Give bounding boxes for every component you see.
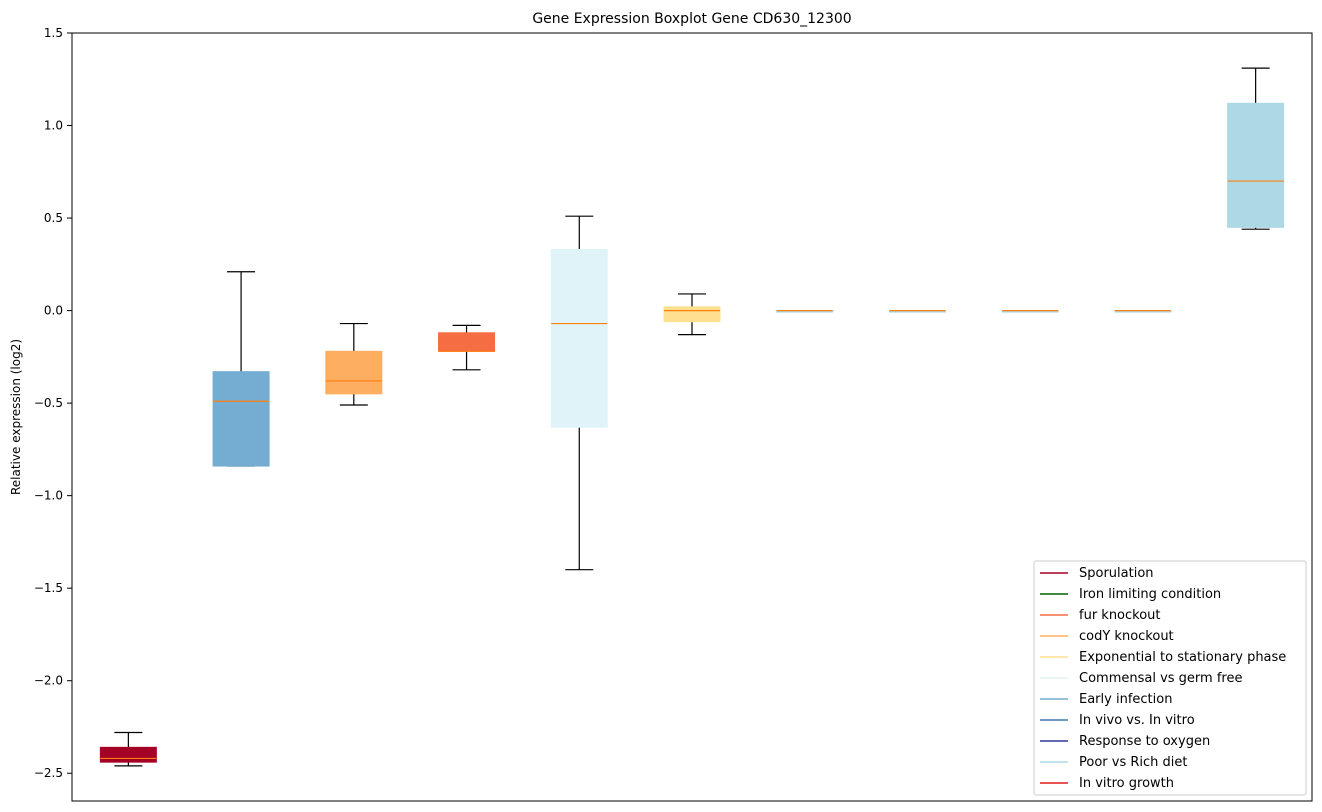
y-axis: −2.5 −2.0 −1.5 −1.0 −0.5 0.0 0.5 1.0 1.5	[34, 26, 72, 780]
y-tick-label: −1.5	[34, 581, 63, 595]
legend-label: Poor vs Rich diet	[1079, 755, 1187, 770]
y-tick-label: −1.0	[34, 489, 63, 503]
box-9	[1001, 309, 1059, 313]
legend-label: In vitro growth	[1079, 776, 1174, 791]
legend-item: Response to oxygen	[1040, 734, 1210, 749]
legend-item: Poor vs Rich diet	[1040, 755, 1187, 770]
box-3	[325, 322, 383, 406]
plot-area	[99, 67, 1285, 767]
box-10	[1114, 309, 1172, 313]
box-body	[1227, 102, 1285, 228]
legend-item: fur knockout	[1040, 608, 1161, 623]
box-5	[550, 215, 608, 571]
box-2	[212, 271, 270, 467]
box-7	[776, 309, 834, 313]
box-body	[325, 350, 383, 395]
y-tick-label: 0.0	[44, 304, 63, 318]
y-axis-label: Relative expression (log2)	[9, 339, 23, 495]
legend-frame	[1033, 560, 1307, 796]
legend-label: codY knockout	[1079, 629, 1174, 644]
plot-frame	[71, 32, 1313, 802]
legend-item: In vitro growth	[1040, 776, 1174, 791]
box-body	[663, 306, 721, 323]
box-body	[212, 371, 270, 467]
legend-item: Iron limiting condition	[1040, 587, 1221, 602]
legend-item: In vivo vs. In vitro	[1040, 713, 1195, 728]
legend-label: fur knockout	[1079, 608, 1161, 623]
box-11	[1227, 67, 1285, 230]
y-tick-label: 1.0	[44, 119, 63, 133]
legend-label: In vivo vs. In vitro	[1079, 713, 1195, 728]
box-6	[663, 293, 721, 336]
legend-item: Sporulation	[1040, 566, 1154, 581]
y-tick-label: −2.5	[34, 766, 63, 780]
legend-label: Commensal vs germ free	[1079, 671, 1242, 686]
legend-label: Response to oxygen	[1079, 734, 1210, 749]
box-body	[550, 249, 608, 428]
legend-label: Iron limiting condition	[1079, 587, 1221, 602]
legend-item: Commensal vs germ free	[1040, 671, 1242, 686]
box-1	[99, 731, 157, 767]
y-tick-label: 0.5	[44, 211, 63, 225]
legend-label: Sporulation	[1079, 566, 1154, 581]
legend: Sporulation Iron limiting condition fur kn…	[1033, 560, 1307, 796]
y-tick-label: −0.5	[34, 396, 63, 410]
box-4	[438, 324, 496, 371]
box-body	[99, 746, 157, 763]
chart-title: Gene Expression Boxplot Gene CD630_12300	[532, 11, 851, 27]
y-tick-label: −2.0	[34, 674, 63, 688]
legend-item: Early infection	[1040, 692, 1172, 707]
box-8	[888, 309, 946, 313]
legend-item: Exponential to stationary phase	[1040, 650, 1286, 665]
y-tick-label: 1.5	[44, 26, 63, 40]
legend-label: Early infection	[1079, 692, 1172, 707]
box-body	[438, 332, 496, 352]
legend-label: Exponential to stationary phase	[1079, 650, 1286, 665]
legend-item: codY knockout	[1040, 629, 1174, 644]
